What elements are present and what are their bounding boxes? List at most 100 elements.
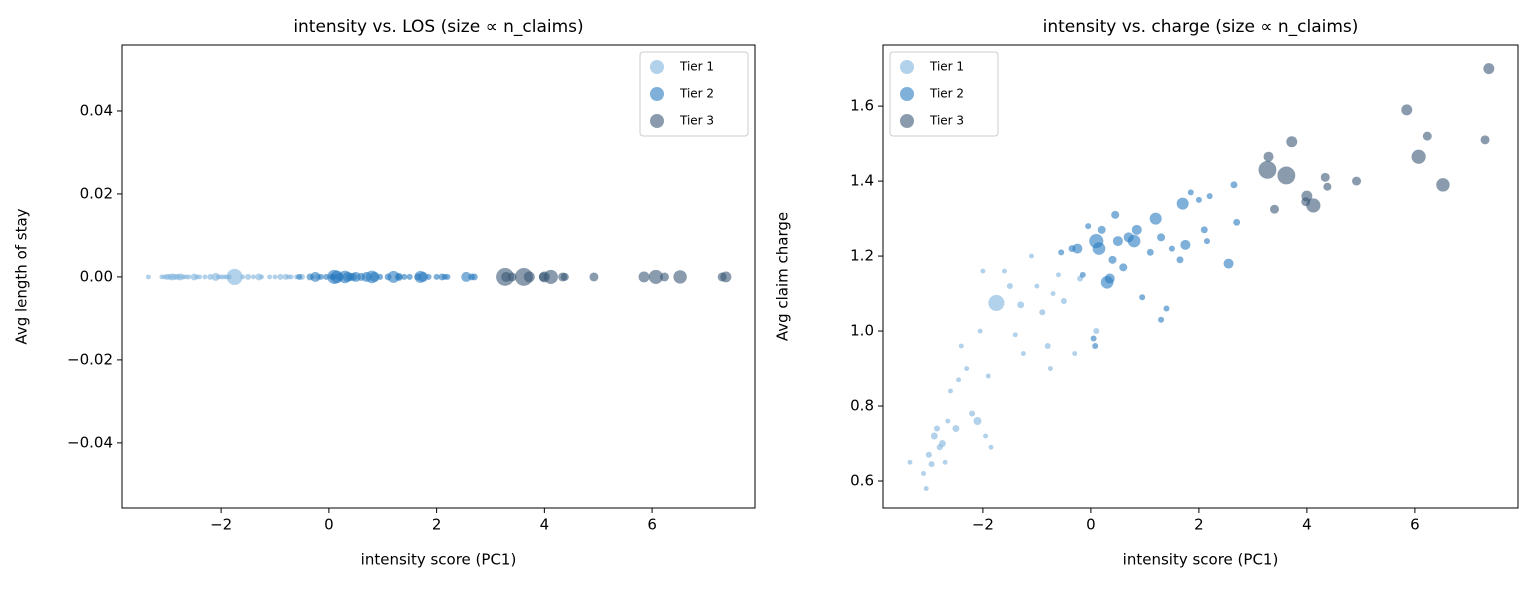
- bubble: [1158, 316, 1165, 323]
- bubble: [1176, 256, 1184, 264]
- bubble: [186, 274, 192, 280]
- bubble: [1093, 328, 1100, 335]
- bubble: [1195, 196, 1202, 203]
- bubble: [1044, 343, 1051, 350]
- bubble: [1104, 273, 1115, 284]
- bubble: [406, 273, 413, 280]
- bubble: [350, 271, 361, 282]
- bubble: [1187, 189, 1194, 196]
- bubble: [945, 418, 951, 424]
- x-tick-label: 2: [432, 516, 442, 534]
- bubble: [988, 444, 994, 450]
- bubble: [1139, 294, 1146, 301]
- bubble: [1108, 255, 1117, 264]
- bubble: [401, 273, 408, 280]
- y-tick-label: 0.02: [80, 184, 113, 202]
- bubble: [973, 417, 982, 426]
- bubble: [1277, 166, 1296, 185]
- bubble: [956, 377, 962, 383]
- bubble: [923, 486, 929, 491]
- bubble: [1072, 243, 1083, 254]
- bubble: [958, 343, 964, 349]
- bubble: [907, 459, 913, 465]
- x-tick-label: 0: [1086, 516, 1096, 534]
- bubble: [1127, 234, 1141, 248]
- bubble: [1323, 182, 1332, 191]
- bubble: [1072, 351, 1078, 356]
- bubble: [1149, 212, 1162, 225]
- bubble: [1411, 149, 1426, 164]
- legend-box: [889, 51, 999, 137]
- bubble: [1422, 131, 1432, 141]
- bubble: [1200, 226, 1208, 234]
- bubble: [720, 271, 732, 283]
- bubble: [272, 274, 278, 280]
- y-tick-label: 0.8: [850, 397, 874, 415]
- bubble: [1020, 351, 1026, 356]
- bubble: [395, 273, 402, 280]
- legend: Tier 1 Tier 2 Tier 3: [639, 51, 749, 137]
- bubble: [1039, 309, 1046, 316]
- bubble: [543, 269, 558, 284]
- bubble: [1097, 225, 1106, 234]
- chart-title: intensity vs. LOS (size ∝ n_claims): [293, 17, 583, 37]
- plot-frame: [882, 44, 1519, 509]
- bubble: [1352, 176, 1362, 186]
- bubble: [988, 294, 1005, 311]
- bubble: [245, 273, 252, 280]
- bubble: [1111, 210, 1120, 219]
- bubble: [1401, 104, 1413, 116]
- bubble: [969, 410, 976, 417]
- bubble: [1263, 151, 1274, 162]
- bubble: [1092, 343, 1099, 350]
- legend-label: Tier 2: [929, 87, 964, 101]
- bubble: [948, 388, 953, 394]
- bubble: [433, 273, 440, 280]
- x-axis-label: intensity score (PC1): [1123, 551, 1279, 569]
- x-tick-label: 0: [324, 516, 334, 534]
- bubble: [1056, 272, 1061, 278]
- bubble: [1206, 193, 1213, 200]
- bubble: [1090, 335, 1097, 342]
- legend-label: Tier 3: [679, 114, 714, 128]
- legend-marker: [900, 60, 914, 74]
- bubble: [560, 272, 569, 281]
- bubble: [296, 273, 303, 280]
- bubble: [507, 272, 517, 282]
- y-tick-label: 0.00: [80, 267, 113, 285]
- bubble: [1146, 248, 1154, 256]
- bubble: [648, 269, 663, 284]
- bubble: [1230, 181, 1238, 189]
- bubble: [1012, 332, 1018, 338]
- bubble: [1060, 298, 1067, 305]
- bubble: [240, 274, 246, 280]
- bubble: [977, 328, 983, 334]
- bubble: [1233, 218, 1241, 226]
- y-tick-label: −0.02: [67, 350, 113, 368]
- legend-label: Tier 1: [929, 60, 964, 74]
- bubble: [523, 271, 535, 283]
- x-tick-label: 4: [1302, 516, 1312, 534]
- bubble: [638, 271, 650, 283]
- x-tick-label: 6: [647, 516, 657, 534]
- bubble: [1436, 178, 1450, 192]
- bubble: [1058, 249, 1065, 256]
- bubble: [1286, 136, 1298, 148]
- bubble: [1006, 283, 1013, 290]
- bubble: [470, 273, 478, 281]
- bubble: [461, 271, 472, 282]
- bubble: [377, 273, 384, 280]
- x-tick-label: 2: [1194, 516, 1204, 534]
- bubble: [930, 432, 938, 440]
- x-tick-label: −2: [972, 516, 994, 534]
- bubble: [964, 366, 970, 371]
- bubble: [1306, 198, 1321, 213]
- bubble: [288, 274, 294, 280]
- bubble: [317, 273, 324, 280]
- bubble: [1157, 233, 1166, 242]
- bubble: [1483, 63, 1495, 75]
- bubble: [1050, 291, 1056, 297]
- bubble: [952, 425, 960, 432]
- bubble: [267, 274, 273, 280]
- y-tick-label: −0.04: [67, 433, 113, 451]
